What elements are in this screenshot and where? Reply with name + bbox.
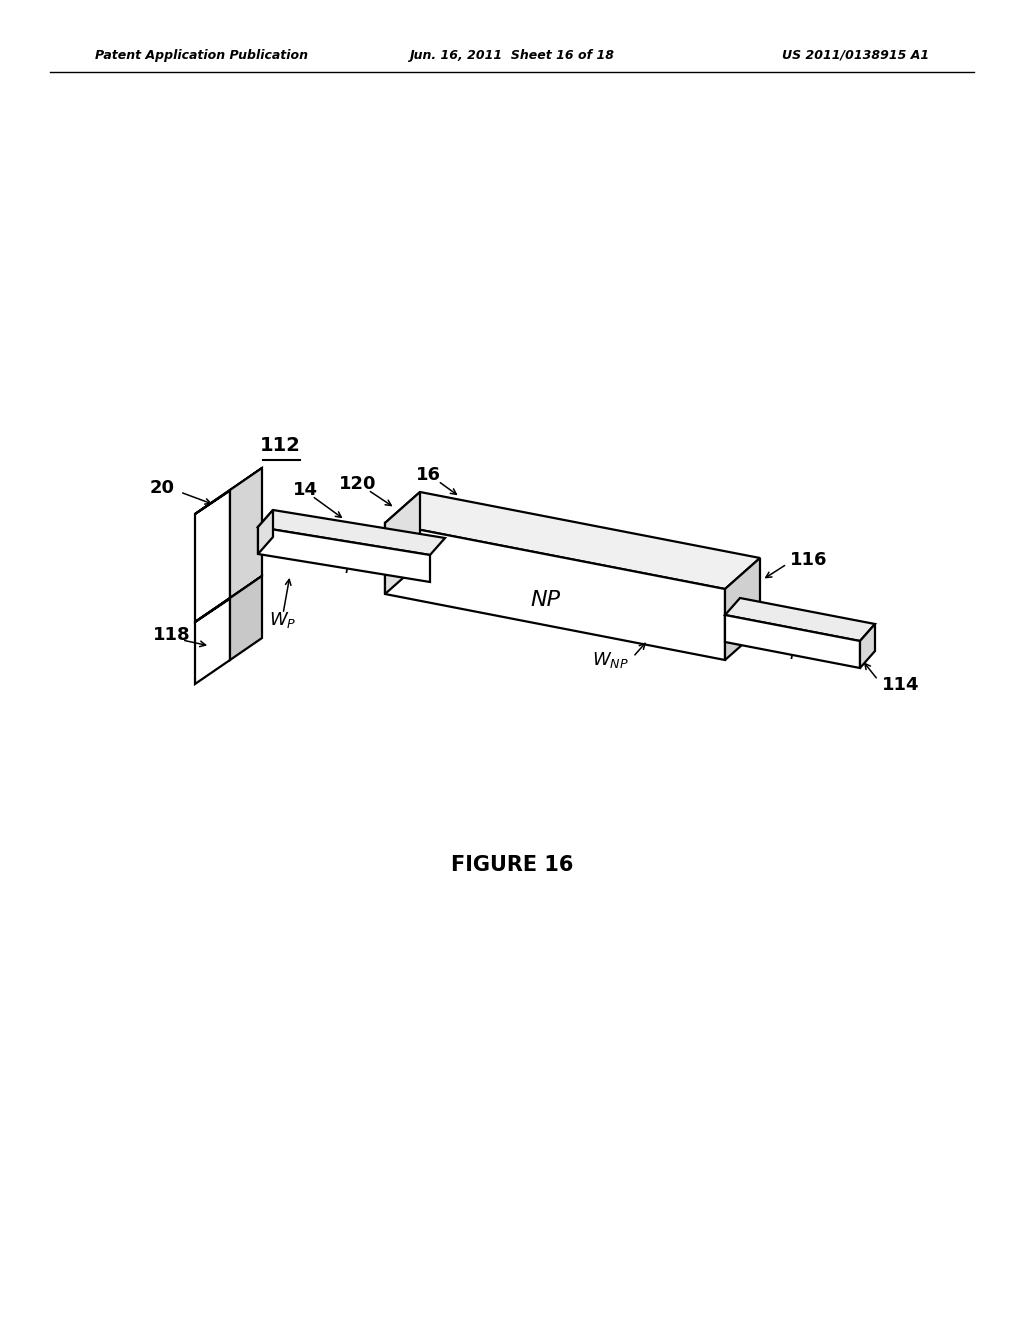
Text: $W_{NP}$: $W_{NP}$ <box>592 649 629 671</box>
Polygon shape <box>385 523 725 660</box>
Text: 14: 14 <box>293 480 317 499</box>
Text: $W_P$: $W_P$ <box>269 610 297 630</box>
Text: P: P <box>790 645 801 663</box>
Polygon shape <box>725 598 874 642</box>
Text: 116: 116 <box>790 550 827 569</box>
Polygon shape <box>258 510 273 554</box>
Polygon shape <box>230 469 262 598</box>
Text: NP: NP <box>530 590 560 610</box>
Text: Jun. 16, 2011  Sheet 16 of 18: Jun. 16, 2011 Sheet 16 of 18 <box>410 49 614 62</box>
Polygon shape <box>195 598 230 684</box>
Polygon shape <box>860 624 874 668</box>
Polygon shape <box>725 615 860 668</box>
Text: FIGURE 16: FIGURE 16 <box>451 855 573 875</box>
Polygon shape <box>258 510 445 554</box>
Text: 114: 114 <box>882 676 920 694</box>
Polygon shape <box>195 576 262 622</box>
Text: 118: 118 <box>154 626 190 644</box>
Text: 20: 20 <box>150 479 175 498</box>
Polygon shape <box>385 492 760 589</box>
Text: Patent Application Publication: Patent Application Publication <box>95 49 308 62</box>
Polygon shape <box>230 576 262 660</box>
Polygon shape <box>725 558 760 660</box>
Text: 120: 120 <box>339 475 377 492</box>
Text: 16: 16 <box>416 466 440 484</box>
Text: P: P <box>344 558 355 577</box>
Polygon shape <box>195 469 262 513</box>
Polygon shape <box>258 527 430 582</box>
Text: US 2011/0138915 A1: US 2011/0138915 A1 <box>782 49 929 62</box>
Polygon shape <box>195 490 230 622</box>
Text: 112: 112 <box>259 436 300 455</box>
Polygon shape <box>385 492 420 594</box>
